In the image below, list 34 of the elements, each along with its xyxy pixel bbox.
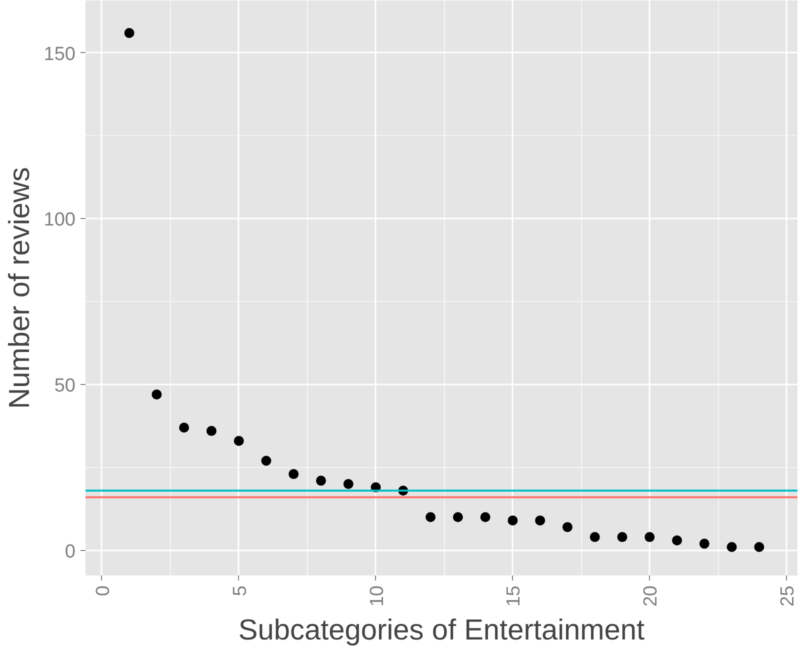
y-tick-label: 50	[54, 375, 76, 396]
x-tick-label: 5	[230, 585, 251, 596]
y-tick-label: 0	[64, 541, 76, 562]
point	[699, 538, 710, 549]
point	[480, 512, 490, 522]
point	[672, 535, 682, 546]
point	[644, 532, 655, 542]
y-tick-label: 150	[44, 44, 76, 65]
point	[590, 532, 600, 542]
y-tick-label: 100	[44, 210, 76, 231]
point	[261, 456, 272, 466]
x-tick-label: 20	[640, 585, 662, 607]
point	[316, 476, 326, 486]
point	[234, 436, 244, 446]
point	[726, 542, 737, 552]
point	[754, 542, 764, 552]
point	[452, 512, 463, 522]
point	[508, 515, 518, 526]
point	[617, 532, 628, 542]
point	[206, 426, 216, 436]
point	[179, 422, 190, 433]
point	[562, 522, 572, 532]
point	[124, 28, 134, 38]
point	[343, 478, 354, 489]
y-axis-title: Number of reviews	[4, 167, 36, 409]
x-axis-title: Subcategories of Entertainment	[238, 614, 645, 647]
point	[152, 389, 162, 400]
x-tick-label: 25	[778, 585, 799, 607]
x-tick-label: 15	[504, 585, 525, 607]
point	[426, 512, 436, 522]
point	[535, 515, 546, 526]
x-tick-label: 10	[366, 585, 388, 607]
point	[288, 469, 299, 480]
x-tick-label: 0	[92, 585, 114, 596]
